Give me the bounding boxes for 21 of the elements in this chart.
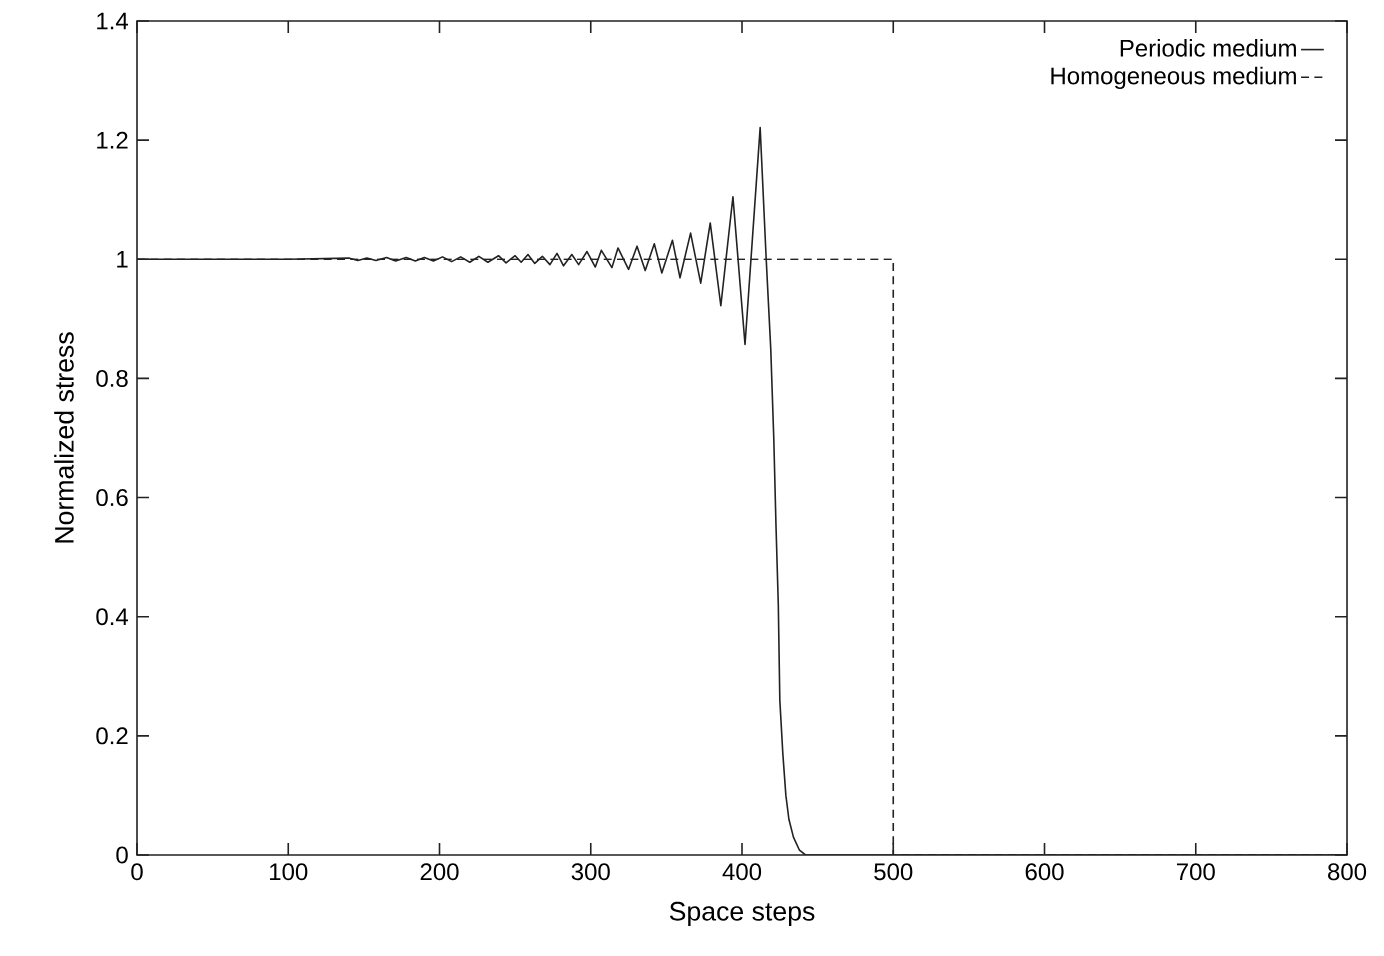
x-tick-label: 100 bbox=[270, 863, 308, 881]
y-tick-label: 0.8 bbox=[96, 369, 128, 387]
legend-label: Periodic medium bbox=[1120, 39, 1296, 57]
x-tick-label: 500 bbox=[874, 863, 913, 881]
x-tick-label: 600 bbox=[1025, 863, 1064, 881]
legend-label: Homogeneous medium bbox=[1051, 66, 1296, 90]
x-tick-label: 700 bbox=[1176, 863, 1215, 881]
x-axis-title: Space steps bbox=[669, 901, 815, 927]
y-tick-label: 0.6 bbox=[96, 489, 128, 507]
y-tick-label: 1.4 bbox=[97, 12, 129, 30]
x-tick-label: 800 bbox=[1328, 863, 1367, 881]
y-tick-label: 0 bbox=[116, 846, 128, 864]
x-tick-label: 200 bbox=[420, 863, 459, 881]
x-tick-label: 400 bbox=[722, 863, 762, 881]
y-axis-title: Normalized stress bbox=[54, 332, 74, 543]
y-tick-label: 1.2 bbox=[97, 131, 128, 149]
y-tick-label: 0.4 bbox=[96, 608, 129, 626]
x-tick-label: 300 bbox=[571, 863, 610, 881]
y-tick-label: 0.2 bbox=[96, 727, 128, 745]
y-tick-label: 1 bbox=[117, 251, 128, 268]
x-tick-label: 0 bbox=[131, 863, 143, 881]
